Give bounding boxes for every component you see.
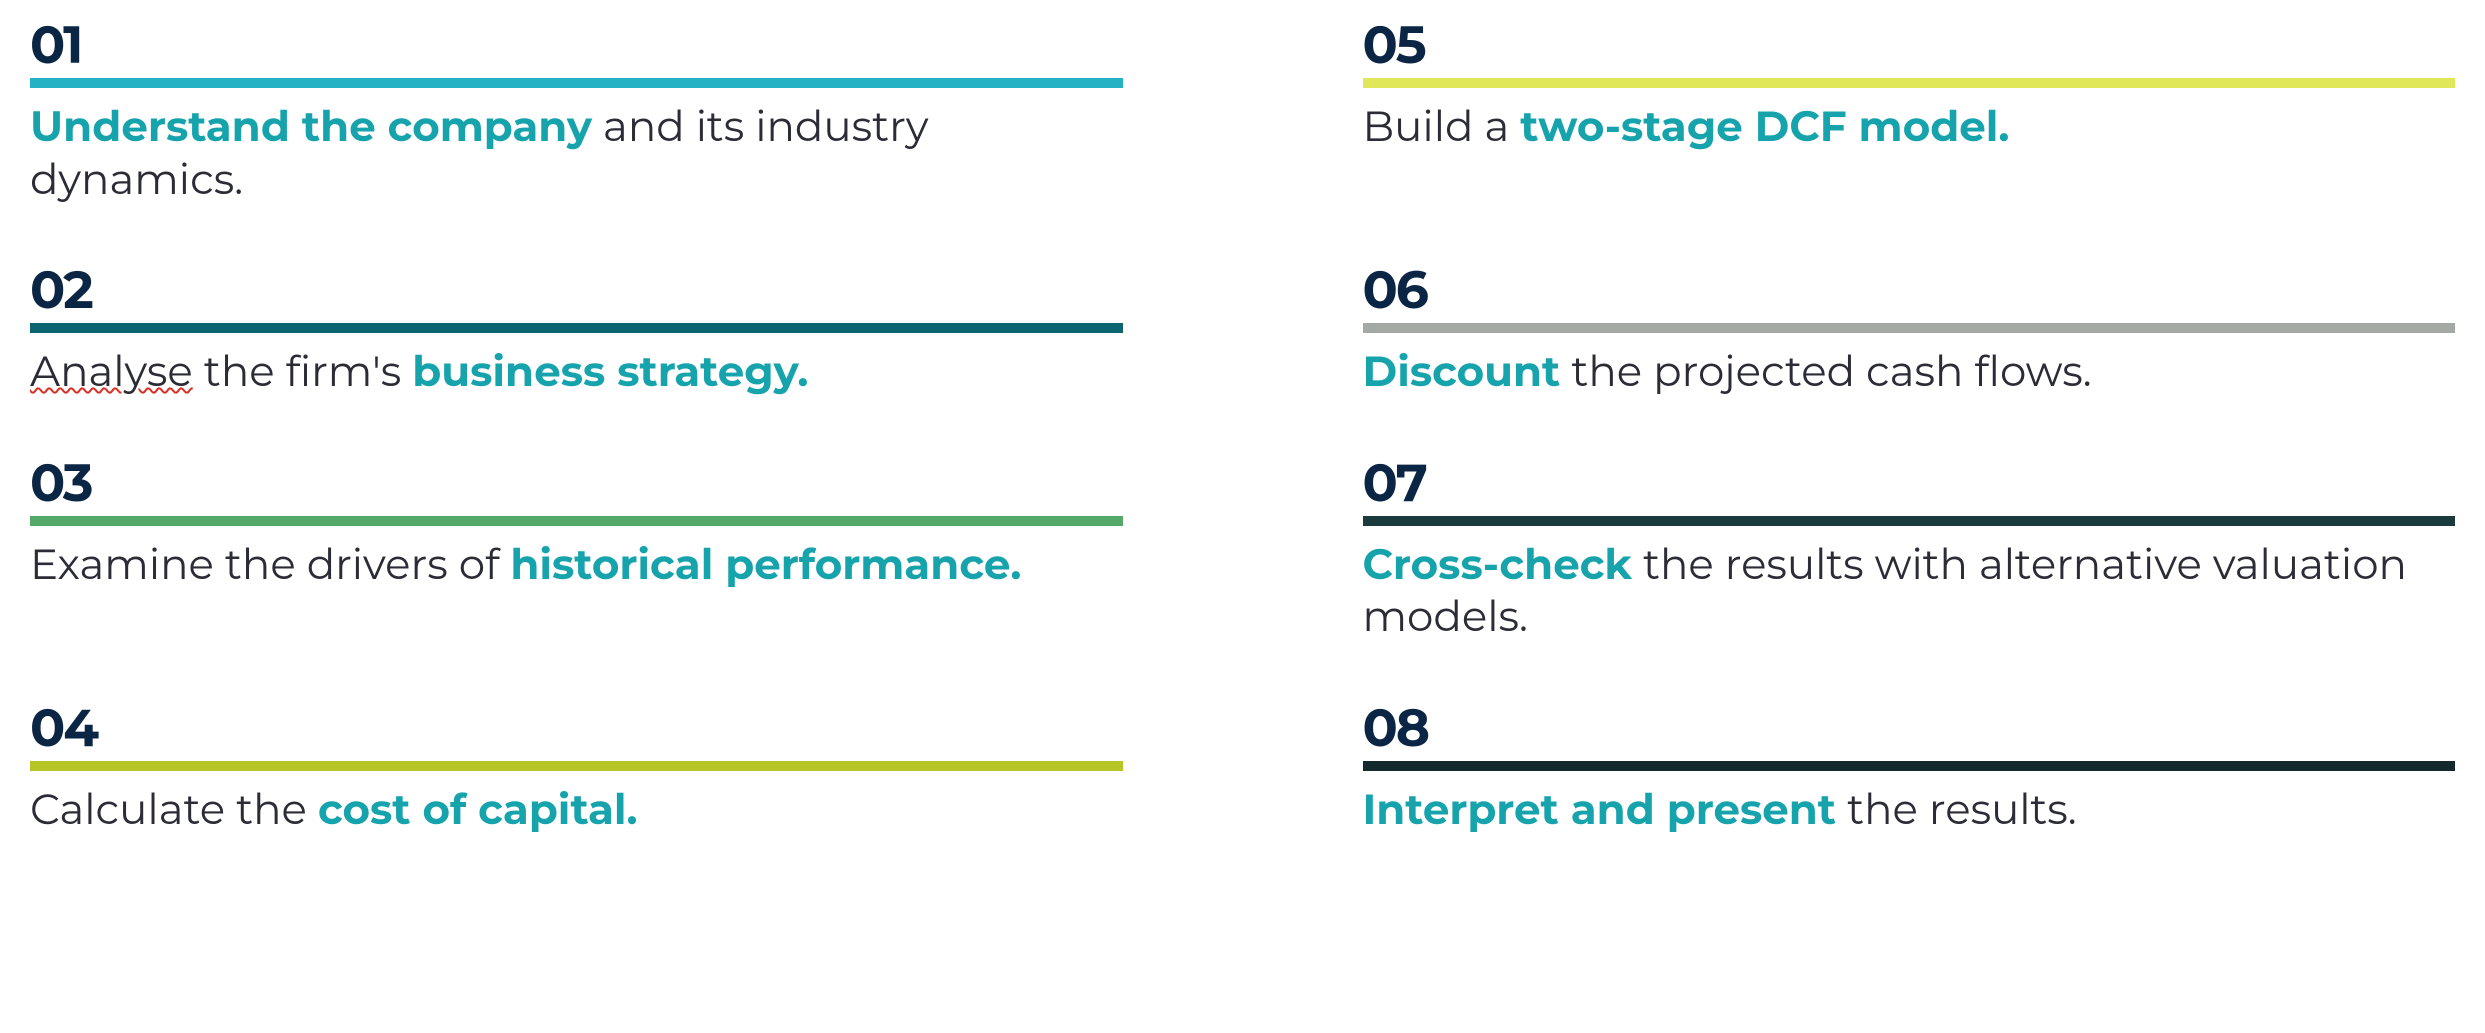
step-text-segment: historical performance. bbox=[510, 538, 1021, 590]
step-text-segment: Interpret and present bbox=[1363, 783, 1837, 835]
step-rule bbox=[1363, 516, 2456, 526]
step-text: Calculate the cost of capital. bbox=[30, 783, 1123, 836]
step-text: Analyse the firm's business strategy. bbox=[30, 345, 1123, 398]
step-text: Understand the company and its industry … bbox=[30, 100, 1123, 205]
step-01: 01 Understand the company and its industr… bbox=[30, 20, 1123, 205]
step-rule bbox=[1363, 78, 2456, 88]
step-04: 04 Calculate the cost of capital. bbox=[30, 703, 1123, 836]
step-number: 05 bbox=[1363, 20, 2456, 72]
step-number: 01 bbox=[30, 20, 1123, 72]
step-text-segment: Examine the drivers of bbox=[30, 538, 510, 590]
step-text-segment: the projected cash flows. bbox=[1560, 345, 2091, 397]
step-text-segment: Calculate the bbox=[30, 783, 318, 835]
step-02: 02 Analyse the firm's business strategy. bbox=[30, 265, 1123, 398]
step-text: Examine the drivers of historical perfor… bbox=[30, 538, 1123, 591]
step-rule bbox=[1363, 323, 2456, 333]
step-number: 03 bbox=[30, 458, 1123, 510]
step-text-segment: the results. bbox=[1836, 783, 2077, 835]
step-text-segment: Build a bbox=[1363, 100, 1521, 152]
step-rule bbox=[30, 323, 1123, 333]
step-text-segment: Discount bbox=[1363, 345, 1561, 397]
step-07: 07 Cross-check the results with alternati… bbox=[1363, 458, 2456, 643]
step-text: Interpret and present the results. bbox=[1363, 783, 2456, 836]
steps-grid: 01 Understand the company and its industr… bbox=[30, 20, 2455, 835]
step-number: 06 bbox=[1363, 265, 2456, 317]
step-text-segment: two-stage DCF model. bbox=[1520, 100, 2009, 152]
step-text-segment: the firm's bbox=[193, 345, 412, 397]
step-rule bbox=[30, 516, 1123, 526]
step-number: 07 bbox=[1363, 458, 2456, 510]
step-05: 05 Build a two-stage DCF model. bbox=[1363, 20, 2456, 205]
step-03: 03 Examine the drivers of historical perf… bbox=[30, 458, 1123, 643]
step-text: Discount the projected cash flows. bbox=[1363, 345, 2456, 398]
step-text-segment: Understand the company bbox=[30, 100, 592, 152]
step-08: 08 Interpret and present the results. bbox=[1363, 703, 2456, 836]
step-text: Cross-check the results with alternative… bbox=[1363, 538, 2456, 643]
step-text-segment: Analyse bbox=[30, 345, 193, 397]
step-06: 06 Discount the projected cash flows. bbox=[1363, 265, 2456, 398]
step-number: 08 bbox=[1363, 703, 2456, 755]
step-rule bbox=[1363, 761, 2456, 771]
step-number: 02 bbox=[30, 265, 1123, 317]
step-text-segment: Cross-check bbox=[1363, 538, 1632, 590]
step-text-segment: cost of capital. bbox=[318, 783, 638, 835]
step-number: 04 bbox=[30, 703, 1123, 755]
step-text-segment: business strategy. bbox=[412, 345, 808, 397]
step-rule bbox=[30, 761, 1123, 771]
step-text: Build a two-stage DCF model. bbox=[1363, 100, 2456, 153]
step-rule bbox=[30, 78, 1123, 88]
